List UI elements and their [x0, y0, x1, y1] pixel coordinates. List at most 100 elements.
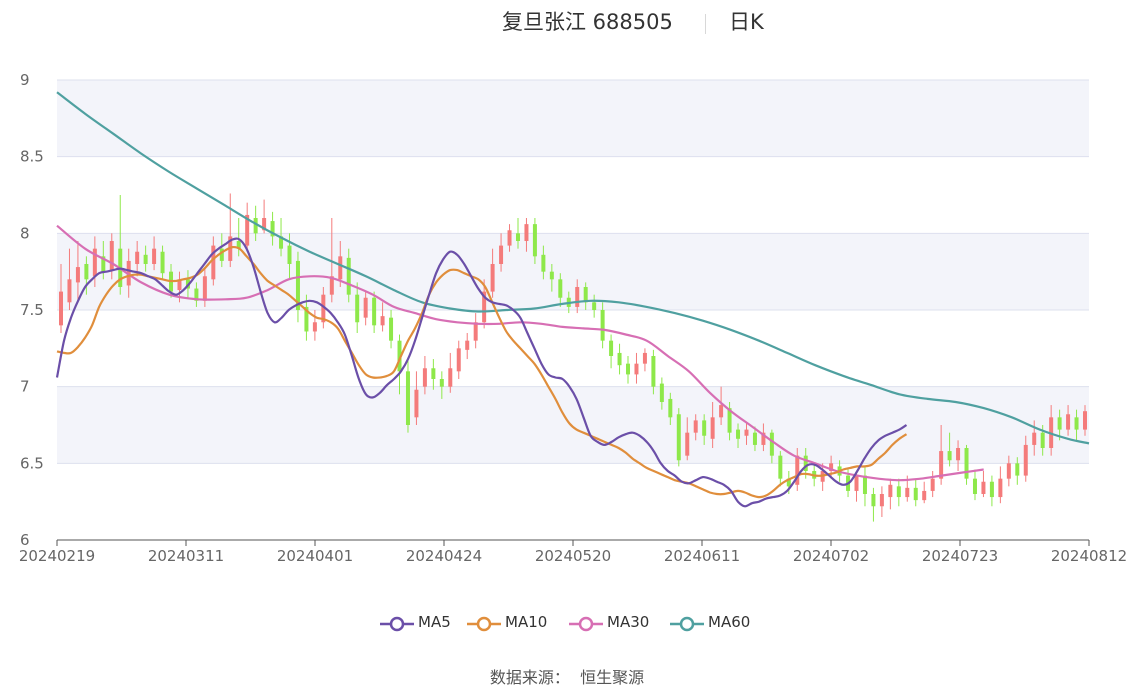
candle	[160, 245, 165, 280]
candle	[575, 279, 580, 314]
candle-body	[744, 429, 749, 436]
legend-marker-icon	[670, 616, 704, 632]
candle	[109, 233, 114, 280]
candle	[1006, 455, 1011, 487]
y-tick-label: 8	[20, 224, 30, 242]
y-tick-label: 7.5	[20, 301, 44, 319]
y-tick-label: 6	[20, 531, 30, 549]
candle	[956, 440, 961, 471]
candle-body	[972, 478, 977, 494]
candle-body	[515, 233, 520, 241]
candle	[989, 475, 994, 507]
candle	[651, 349, 656, 395]
y-tick-label: 8.5	[20, 148, 44, 166]
candle	[626, 356, 631, 384]
candle	[736, 423, 741, 448]
candle-body	[829, 463, 834, 471]
x-tick-label: 20240401	[277, 547, 353, 565]
candle-body	[84, 264, 89, 280]
y-tick-label: 7	[20, 378, 30, 396]
grid-band	[57, 386, 1089, 464]
candle-body	[583, 287, 588, 303]
y-tick-label: 9	[20, 71, 30, 89]
candle-body	[1057, 417, 1062, 430]
legend-label: MA5	[418, 613, 451, 631]
candle-body	[685, 432, 690, 456]
candle-body	[372, 297, 377, 326]
candle	[1066, 405, 1071, 436]
grid-band	[57, 80, 1089, 157]
candle	[448, 352, 453, 393]
candle-body	[549, 271, 554, 280]
candle-body	[702, 420, 707, 436]
candle	[439, 371, 444, 399]
candle	[913, 478, 918, 507]
candle-body	[998, 478, 1003, 498]
candle	[135, 241, 140, 277]
candle-body	[75, 267, 80, 283]
candle	[710, 402, 715, 448]
candle-body	[473, 322, 478, 341]
candle-body	[803, 455, 808, 471]
x-tick-label: 20240311	[148, 547, 224, 565]
candle-body	[617, 352, 622, 366]
candle-body	[888, 484, 893, 498]
candle-body	[67, 279, 72, 303]
candle	[592, 294, 597, 318]
candle-body	[109, 241, 114, 271]
candle	[922, 481, 927, 504]
candle-body	[1066, 414, 1071, 430]
candle	[1074, 409, 1079, 441]
candle	[456, 340, 461, 379]
candle-body	[321, 294, 326, 323]
candle	[896, 478, 901, 507]
candle	[583, 282, 588, 310]
data-source-value: 恒生聚源	[580, 668, 645, 687]
candle	[693, 414, 698, 441]
candle-body	[482, 291, 487, 323]
candle	[507, 224, 512, 252]
candle	[499, 233, 504, 272]
candle	[59, 264, 63, 333]
candle	[930, 471, 935, 498]
candle	[355, 282, 360, 333]
candle-body	[761, 432, 766, 445]
grid-bands	[57, 80, 1089, 464]
candle-body	[676, 414, 681, 461]
candle	[972, 469, 977, 501]
candle-body	[211, 245, 216, 280]
candle-body	[448, 368, 453, 387]
candle-body	[338, 256, 343, 280]
candle	[727, 402, 732, 441]
candle	[719, 386, 724, 425]
candle	[482, 279, 487, 329]
candle-body	[405, 371, 410, 425]
candle	[397, 334, 402, 395]
y-tick-label: 6.5	[20, 454, 44, 472]
candlesticks	[59, 193, 1087, 522]
candle-body	[626, 363, 631, 375]
candle	[245, 202, 250, 252]
candle-body	[930, 478, 935, 491]
candle-body	[736, 429, 741, 439]
candle	[532, 218, 537, 264]
candle-body	[295, 260, 300, 310]
ma-line-ma10	[56, 245, 908, 499]
candle-body	[194, 288, 199, 301]
candle-body	[786, 478, 791, 487]
x-tick-label: 20240723	[922, 547, 998, 565]
candle	[1015, 457, 1020, 485]
candle-body	[862, 475, 867, 494]
candle	[685, 417, 690, 461]
candle	[329, 218, 334, 303]
candle-body	[710, 417, 715, 439]
candle	[270, 211, 275, 246]
candle	[346, 248, 351, 303]
candle-body	[778, 455, 783, 479]
candle-body	[304, 306, 309, 332]
candle	[676, 408, 681, 467]
candle	[84, 256, 89, 295]
candle-body	[634, 363, 639, 375]
candle	[998, 466, 1003, 504]
candle-body	[329, 276, 334, 295]
